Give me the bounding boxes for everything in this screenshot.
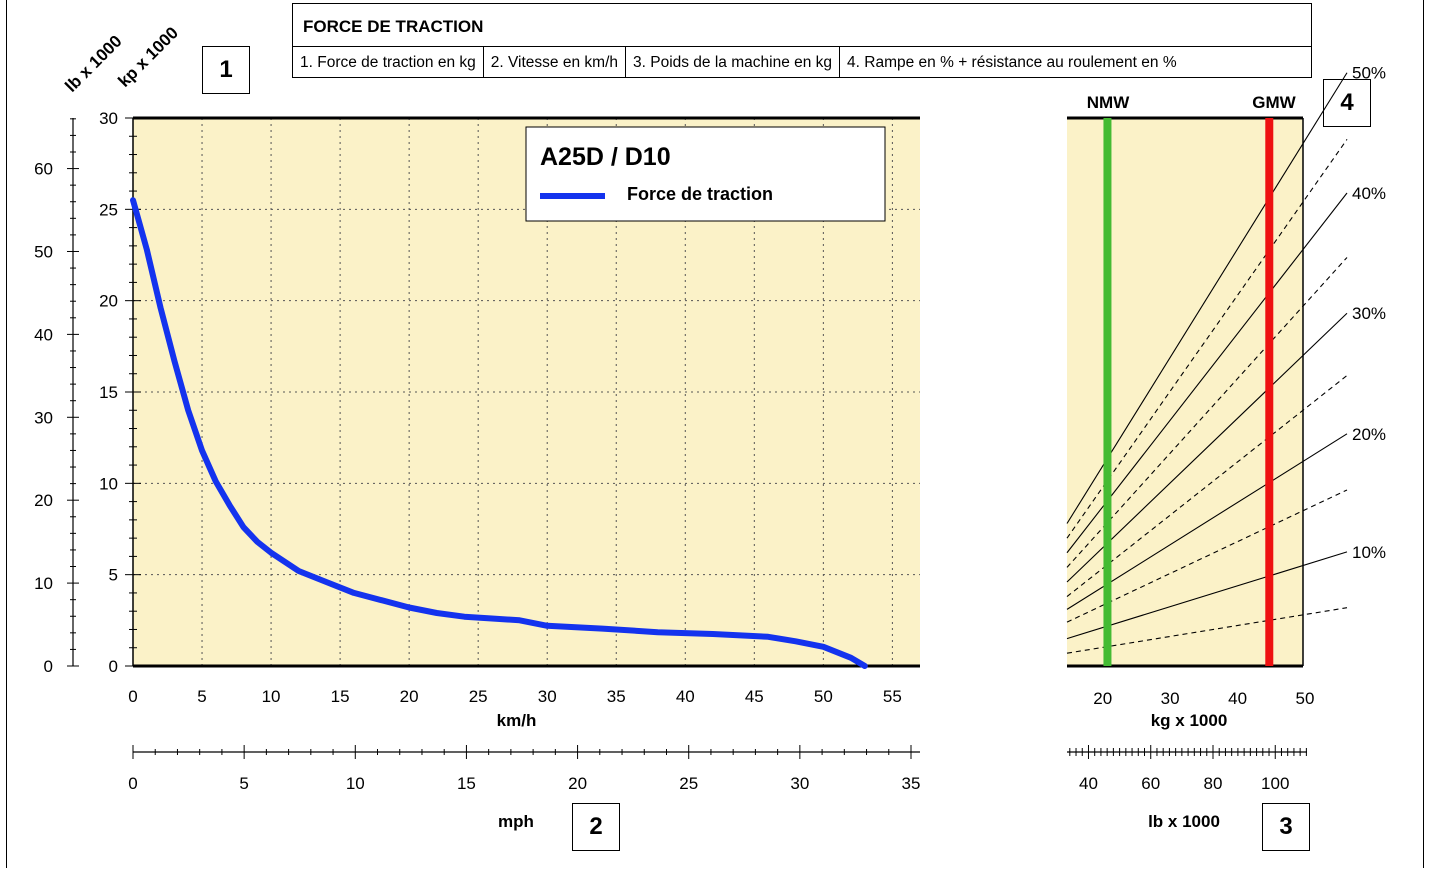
gmw-label: GMW [1252,93,1296,112]
mph-tick-label: 30 [790,774,809,793]
kp-tick-label: 30 [99,109,118,128]
lb-tick-label: 40 [34,325,53,344]
lb-tick-label: 20 [34,491,53,510]
kmh-tick-label: 25 [469,687,488,706]
kg-tick-label: 30 [1161,689,1180,708]
lb-axis-title: lb x 1000 [61,32,125,96]
mph-tick-label: 5 [239,774,248,793]
kmh-tick-label: 35 [607,687,626,706]
mph-tick-label: 15 [457,774,476,793]
grade-line [1066,192,1348,554]
mph-tick-label: 0 [128,774,137,793]
kmh-tick-label: 40 [676,687,695,706]
header-legend-row: 1. Force de traction en kg 2. Vitesse en… [293,46,1311,77]
legend-label: Force de traction [627,184,773,204]
callout-box-1: 1 [202,46,250,94]
kg-tick-label: 40 [1228,689,1247,708]
grade-line-dashed [1066,257,1348,568]
kmh-axis-title: km/h [497,711,537,730]
callout-box-4: 4 [1323,79,1371,127]
header-item-3: 3. Poids de la machine en kg [626,47,841,77]
kp-tick-label: 20 [99,292,118,311]
kmh-tick-label: 45 [745,687,764,706]
mph-tick-label: 10 [346,774,365,793]
grade-line-dashed [1066,375,1348,598]
kmh-tick-label: 15 [331,687,350,706]
kmh-tick-label: 50 [814,687,833,706]
grade-line [1066,551,1348,640]
header-title: FORCE DE TRACTION [303,17,484,36]
kp-tick-label: 10 [99,474,118,493]
grade-label: 50% [1352,64,1386,83]
kp-tick-label: 5 [109,566,118,585]
lb-tick-label: 50 [34,242,53,261]
lb-weight-axis-title: lb x 1000 [1148,812,1220,831]
mph-tick-label: 20 [568,774,587,793]
lb-weight-tick-label: 40 [1079,774,1098,793]
mph-axis-title: mph [498,812,534,831]
grade-line [1066,312,1348,583]
legend-box [525,126,886,222]
tractive-force-curve [130,197,868,669]
kg-axis-title: kg x 1000 [1151,711,1228,730]
grade-line [1066,72,1348,524]
header-item-2: 2. Vitesse en km/h [484,47,626,77]
header-panel: FORCE DE TRACTION 1. Force de traction e… [292,3,1312,78]
grade-line-dashed [1066,139,1348,539]
kp-tick-label: 0 [109,657,118,676]
nmw-label: NMW [1087,93,1130,112]
header-item-4: 4. Rampe en % + résistance au roulement … [847,54,1177,71]
chart-title: A25D / D10 [540,143,671,171]
lb-tick-label: 10 [34,574,53,593]
callout-box-2: 2 [572,803,620,851]
kmh-tick-label: 20 [400,687,419,706]
lb-tick-label: 0 [44,657,53,676]
kp-tick-label: 25 [99,200,118,219]
kmh-tick-label: 55 [883,687,902,706]
mph-tick-label: 35 [902,774,921,793]
mph-tick-label: 25 [679,774,698,793]
page-frame [6,0,1424,868]
grade-label: 20% [1352,425,1386,444]
lb-tick-label: 30 [34,408,53,427]
header-item-1: 1. Force de traction en kg [293,47,484,77]
kg-tick-label: 50 [1296,689,1315,708]
lb-weight-tick-label: 60 [1141,774,1160,793]
grade-label: 30% [1352,304,1386,323]
kp-tick-label: 15 [99,383,118,402]
kmh-tick-label: 5 [197,687,206,706]
grade-label: 40% [1352,184,1386,203]
kp-axis-title: kp x 1000 [114,23,182,91]
lb-tick-label: 60 [34,160,53,179]
kg-tick-label: 20 [1093,689,1112,708]
lb-weight-tick-label: 80 [1204,774,1223,793]
grade-line-dashed [1066,489,1348,623]
kmh-tick-label: 0 [128,687,137,706]
grade-line-dashed [1066,607,1348,654]
callout-box-3: 3 [1262,803,1310,851]
kmh-tick-label: 10 [262,687,281,706]
lb-weight-tick-label: 100 [1261,774,1289,793]
kmh-tick-label: 30 [538,687,557,706]
grade-label: 10% [1352,543,1386,562]
grade-line [1066,433,1348,610]
